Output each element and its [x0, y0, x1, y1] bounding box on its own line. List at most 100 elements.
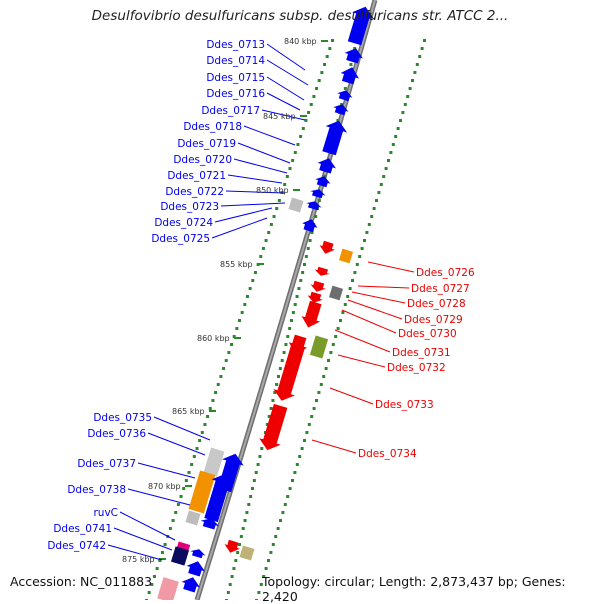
tick-mark-inner-right: [297, 287, 301, 290]
genome-backbone-highlight: [196, 0, 376, 600]
gene-arrow-reverse: [224, 539, 240, 553]
tick-mark-inner-left: [248, 287, 252, 290]
tick-mark-outer-right: [269, 551, 273, 554]
gene-label-left: Ddes_0718: [183, 121, 242, 133]
tick-mark-inner-left: [253, 271, 257, 274]
gene-arrow-reverse: [307, 291, 323, 303]
tick-mark-inner-right: [249, 495, 253, 498]
gene-arrow-forward: [317, 158, 336, 174]
tick-mark-inner-left: [293, 151, 297, 154]
scale-label: 850 kbp: [256, 186, 289, 195]
tick-mark-outer-right: [387, 159, 390, 162]
tick-mark-inner-left: [264, 239, 268, 242]
leader-line: [261, 109, 306, 121]
tick-mark-inner-right: [236, 551, 240, 554]
tick-mark-inner-right: [277, 375, 280, 378]
tick-mark-outer-right: [283, 503, 287, 506]
tick-mark-inner-right: [290, 319, 293, 322]
tick-mark-outer-right: [307, 423, 311, 426]
tick-mark-outer-right: [327, 359, 330, 362]
leader-line: [351, 291, 406, 304]
tick-mark-inner-right: [349, 63, 353, 66]
gene-block-orange: [339, 248, 353, 264]
scale-label: 860 kbp: [197, 334, 230, 343]
tick-mark-outer-right: [384, 167, 388, 170]
tick-mark-inner-right: [291, 311, 295, 314]
tick-mark-inner-left: [315, 87, 319, 90]
leader-line: [243, 125, 296, 146]
gene-label-right: Ddes_0731: [392, 347, 451, 359]
tick-mark-inner-right: [336, 119, 340, 122]
leader-line: [357, 285, 410, 289]
tick-mark-inner-left: [230, 343, 234, 346]
tick-mark-inner-right: [299, 279, 303, 282]
gene-arrow-forward: [322, 120, 348, 156]
leader-line: [220, 202, 286, 207]
tick-mark-inner-right: [234, 559, 238, 562]
tick-mark-inner-left: [211, 399, 215, 402]
tick-mark-outer-right: [305, 431, 309, 434]
tick-mark-inner-left: [232, 335, 236, 338]
gene-block-gray: [185, 510, 201, 526]
tick-mark-outer-right: [303, 439, 306, 442]
leader-line: [113, 527, 173, 551]
tick-mark-outer-right: [346, 295, 350, 298]
tick-mark-outer-right: [403, 103, 407, 106]
gene-label-right: Ddes_0733: [375, 399, 434, 411]
tick-mark-outer-right: [267, 559, 270, 562]
tick-mark-outer-right: [396, 127, 400, 130]
tick-mark-outer-right: [411, 79, 414, 82]
scale-label: 865 kbp: [172, 407, 205, 416]
gene-label-left: Ddes_0735: [93, 412, 152, 424]
gene-block-gray: [288, 197, 304, 213]
gene-arrow-forward: [204, 474, 234, 523]
leader-line: [227, 174, 283, 184]
tick-mark-outer-right: [375, 199, 378, 202]
tick-mark-outer-right: [310, 415, 314, 418]
tick-mark-inner-left: [283, 183, 287, 186]
gene-label-right: Ddes_0726: [416, 267, 475, 279]
tick-mark-inner-right: [245, 511, 249, 514]
gene-label-left: Ddes_0737: [77, 458, 136, 470]
tick-mark-outer-right: [281, 511, 285, 514]
tick-mark-inner-left: [243, 303, 247, 306]
leader-line: [211, 217, 268, 239]
accession-label: Accession: NC_011883: [10, 574, 153, 589]
tick-mark-outer-right: [389, 151, 393, 154]
gene-label-left: Ddes_0723: [160, 201, 219, 213]
tick-mark-inner-left: [158, 559, 162, 562]
tick-mark-inner-left: [301, 127, 305, 130]
leader-line: [153, 416, 211, 441]
tick-mark-inner-left: [261, 247, 265, 250]
tick-mark-inner-right: [254, 471, 258, 474]
tick-mark-inner-right: [286, 335, 290, 338]
tick-mark-outer-right: [259, 583, 263, 586]
tick-mark-outer-right: [423, 39, 426, 42]
gene-arrow-reverse: [319, 240, 335, 254]
tick-mark-inner-right: [226, 591, 230, 594]
gene-block-navy: [170, 546, 190, 566]
gene-label-left: Ddes_0736: [87, 428, 146, 440]
tick-mark-inner-left: [251, 279, 255, 282]
tick-mark-outer-right: [331, 343, 335, 346]
tick-mark-inner-left: [171, 519, 175, 522]
tick-mark-outer-right: [317, 391, 321, 394]
tick-mark-inner-left: [174, 511, 178, 514]
leader-line: [233, 158, 288, 174]
tick-mark-outer-right: [322, 375, 326, 378]
scale-label: 855 kbp: [220, 260, 253, 269]
tick-mark-inner-left: [200, 431, 204, 434]
gene-label-left: Ddes_0720: [173, 154, 232, 166]
tick-mark-inner-left: [155, 567, 159, 570]
tick-mark-outer-right: [312, 407, 316, 410]
leader-line: [214, 207, 273, 223]
gene-label-left: Ddes_0713: [206, 39, 265, 51]
gene-label-left: Ddes_0722: [165, 186, 224, 198]
tick-mark-inner-right: [258, 455, 262, 458]
tick-mark-outer-right: [413, 71, 417, 74]
tick-mark-inner-left: [224, 359, 228, 362]
tick-mark-outer-right: [262, 575, 266, 578]
gene-label-left: ruvC: [93, 507, 118, 519]
tick-mark-inner-left: [245, 295, 249, 298]
